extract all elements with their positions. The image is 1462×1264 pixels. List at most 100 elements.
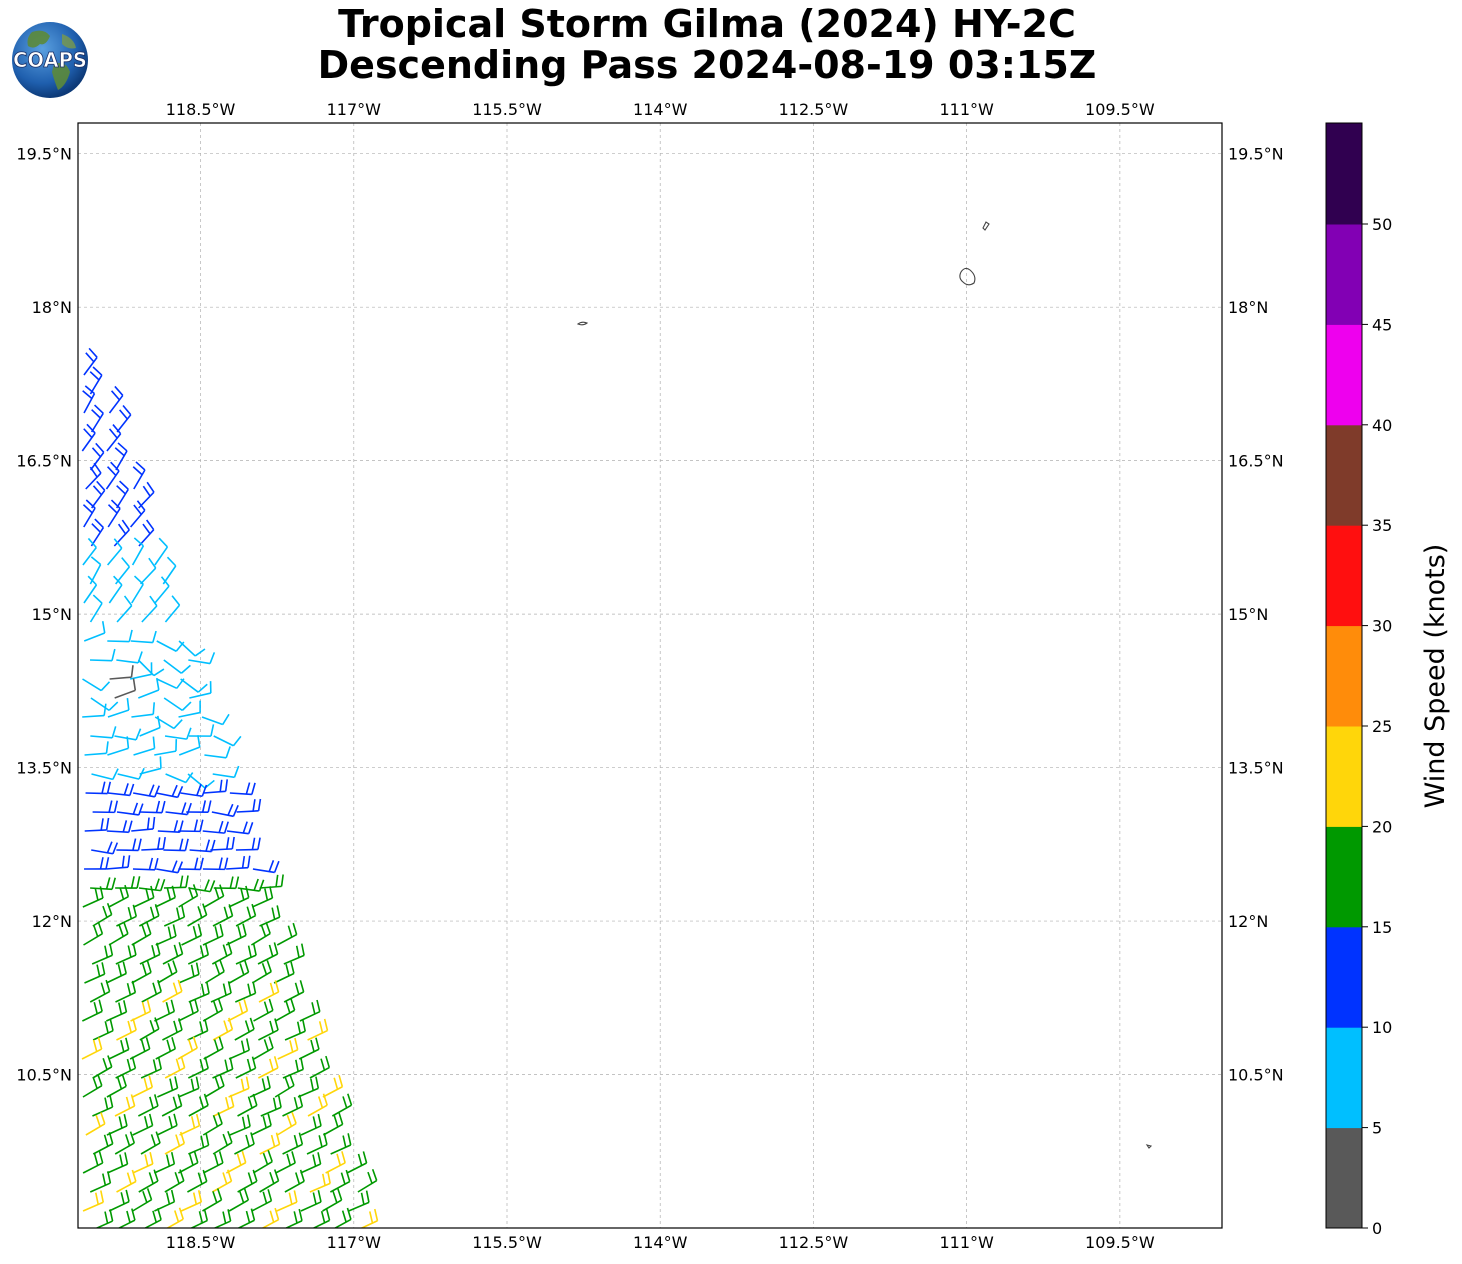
wind-barb-flag <box>117 442 128 452</box>
wind-barb-flag <box>190 964 195 977</box>
wind-barb-flag <box>338 1074 344 1087</box>
wind-barb-flag <box>156 942 161 955</box>
wind-barb-flag <box>89 371 100 381</box>
wind-barb-flag <box>95 442 105 453</box>
wind-barb-flag <box>289 1040 294 1053</box>
wind-barb-flag <box>194 999 199 1012</box>
wind-barb-flag <box>291 1151 296 1164</box>
wind-barb-flag <box>122 820 128 833</box>
wind-barb-flag <box>84 385 95 395</box>
wind-barb-shaft <box>297 1087 319 1098</box>
wind-barb-shaft <box>84 752 107 756</box>
wind-barb-flag <box>223 1020 229 1033</box>
wind-barb-shaft <box>82 897 104 908</box>
wind-barb-flag <box>241 1116 246 1129</box>
wind-barb-flag <box>257 837 261 850</box>
wind-barb-flag <box>198 1096 205 1109</box>
wind-barb-shaft <box>250 932 271 946</box>
wind-barb-flag <box>269 1020 274 1033</box>
wind-barb-shaft <box>284 1180 305 1193</box>
wind-barb-flag <box>149 1096 154 1109</box>
wind-barb-flag <box>204 879 210 892</box>
wind-barb-shaft <box>187 1030 208 1041</box>
wind-barb-flag <box>202 1169 208 1182</box>
wind-barb-flag <box>90 556 102 566</box>
wind-barb-flag <box>212 1191 218 1203</box>
wind-barb-flag <box>136 500 146 511</box>
wind-barb-shaft <box>257 953 278 965</box>
wind-barb-flag <box>219 884 225 897</box>
wind-barb-shaft <box>251 971 272 984</box>
wind-barb-shaft <box>235 848 258 851</box>
wind-barb-flag <box>252 981 257 994</box>
island-clipperton <box>1145 1144 1153 1149</box>
wind-barb-shaft <box>157 830 180 833</box>
wind-barb-flag <box>224 779 229 792</box>
left-latitude-labels: 19.5°N 18°N 16.5°N 15°N 13.5°N 12°N 10.5°N <box>16 145 72 1085</box>
wind-barb-flag <box>133 504 142 515</box>
wind-barb-shaft <box>108 895 129 908</box>
wind-barb-shaft <box>114 1142 135 1155</box>
wind-barb-flag <box>126 1210 131 1223</box>
wind-barb-shaft <box>115 1067 136 1079</box>
lat-tick-label-right: 15°N <box>1228 605 1268 624</box>
wind-barb-shaft <box>213 735 234 747</box>
wind-barb-flag <box>109 1209 114 1222</box>
wind-barb-flag <box>157 1057 162 1070</box>
wind-barb-flag <box>152 736 156 749</box>
wind-barb-flag <box>91 447 102 458</box>
wind-barb-shaft <box>117 773 140 780</box>
wind-barb-flag <box>132 802 139 815</box>
lon-tick-label-top: 112.5°W <box>779 100 849 119</box>
wind-barb-shaft <box>178 640 196 657</box>
colorbar-frame <box>1325 122 1363 1229</box>
wind-barb-shaft <box>252 897 273 908</box>
wind-barb-shaft <box>157 971 178 984</box>
wind-barb-flag <box>122 405 132 416</box>
wind-barb-shaft <box>213 1105 234 1117</box>
wind-barb-flag <box>180 1055 186 1068</box>
wind-barb-flag <box>151 945 156 958</box>
title-line-1: Tropical Storm Gilma (2024) HY-2C <box>338 2 1076 46</box>
wind-barb-shaft <box>91 849 114 855</box>
wind-barb-flag <box>146 999 152 1012</box>
wind-barb-flag <box>209 652 216 664</box>
wind-barb-flag <box>120 1040 125 1053</box>
wind-barb-flag <box>104 1021 109 1034</box>
wind-barb-flag <box>325 1055 331 1068</box>
wind-barb-flag <box>238 1001 244 1014</box>
wind-barb-flag <box>177 785 184 798</box>
wind-barb-flag <box>219 923 224 936</box>
wind-barb-shaft <box>228 896 250 908</box>
wind-barb-shaft <box>108 1200 130 1212</box>
wind-barb-shaft <box>107 747 129 756</box>
wind-barb-shaft <box>259 1143 280 1155</box>
wind-barb-flag <box>130 876 135 889</box>
wind-barb-shaft <box>284 1220 303 1228</box>
wind-barb-shaft <box>257 1067 279 1079</box>
wind-barb-shaft <box>138 915 160 927</box>
wind-barb-flag <box>197 906 203 918</box>
wind-barb-shaft <box>346 1162 367 1174</box>
wind-barb-shaft <box>189 692 211 699</box>
wind-barb-shaft <box>106 830 129 834</box>
wind-barb-flag <box>301 1019 306 1032</box>
wind-barb-flag <box>199 1058 204 1071</box>
wind-barb-flag <box>245 885 250 898</box>
wind-barb-flag <box>272 1097 277 1110</box>
wind-barb-flag <box>267 1113 272 1126</box>
wind-barb-flag <box>253 878 259 891</box>
wind-barb-flag <box>157 979 162 992</box>
wind-barb-shaft <box>83 356 98 376</box>
wind-barb-flag <box>230 1094 235 1107</box>
wind-barb-shaft <box>139 767 162 775</box>
wind-barb-flag <box>175 1058 181 1071</box>
wind-barb-flag <box>271 907 276 920</box>
wind-barb-flag <box>218 1151 224 1164</box>
wind-barb-flag <box>258 879 265 892</box>
wind-barb-shaft <box>162 953 183 965</box>
wind-barb-flag <box>199 945 205 958</box>
wind-barb-flag <box>298 1094 304 1107</box>
lon-tick-label-top: 118.5°W <box>166 100 236 119</box>
wind-barb-flag <box>192 1192 198 1205</box>
